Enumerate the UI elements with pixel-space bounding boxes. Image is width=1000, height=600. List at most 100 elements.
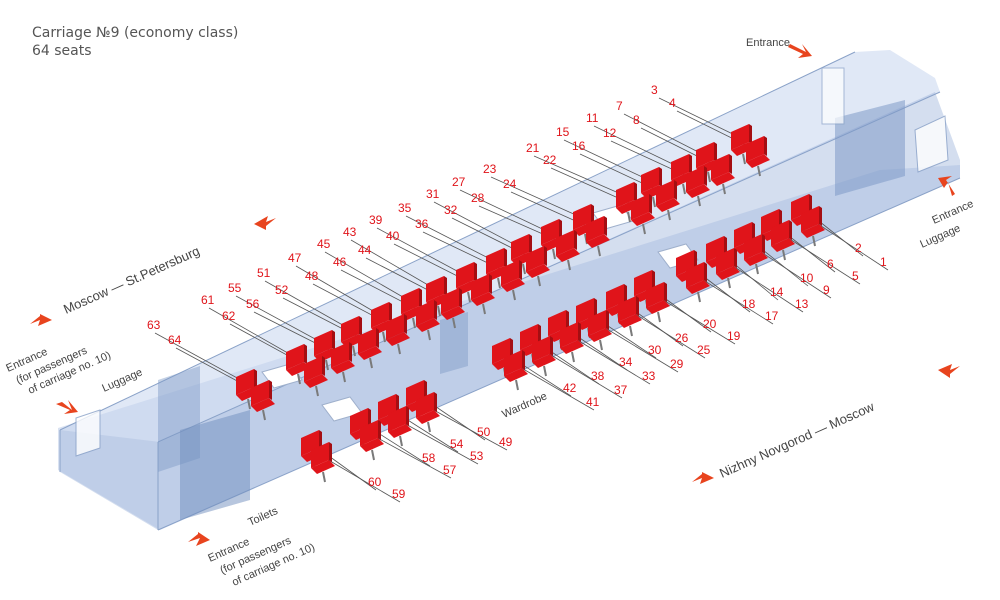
edge-top-front: [157, 91, 941, 443]
seat: [801, 206, 825, 247]
seat-number: 20: [703, 317, 717, 331]
seat-number: 61: [201, 293, 215, 307]
leader-line: [350, 239, 441, 293]
seat-number: 63: [147, 318, 161, 332]
seat: [744, 234, 768, 275]
leader-line: [659, 297, 736, 345]
seat-layer: [236, 124, 825, 483]
leader-line: [573, 337, 651, 385]
leader-line: [563, 139, 656, 184]
seat-number: 3: [651, 83, 658, 97]
seat-number: 33: [642, 369, 656, 383]
leader-line: [517, 365, 595, 411]
seat: [251, 380, 275, 421]
toilets-label: Toilets: [246, 505, 280, 529]
seat-number: 28: [471, 191, 485, 205]
right-end-compartment: [835, 100, 905, 196]
leader-line: [545, 351, 623, 399]
arrow-icon: [788, 44, 812, 58]
seat-number: 51: [257, 266, 271, 280]
leader-line: [533, 155, 631, 199]
seat: [360, 420, 384, 461]
seat-number: 7: [616, 99, 623, 113]
seat-number: 48: [305, 269, 319, 283]
seat-number: 32: [444, 203, 458, 217]
leader-line: [729, 263, 804, 313]
seat-number: 31: [426, 187, 440, 201]
diagram-title: Carriage №9 (economy class): [32, 25, 239, 41]
seat-number: 36: [415, 217, 429, 231]
leader-line: [208, 307, 301, 361]
leader-line: [373, 435, 452, 479]
seat: [656, 180, 680, 221]
seat: [631, 194, 655, 235]
carriage-front-wall: [60, 92, 960, 530]
leader-line: [401, 421, 479, 465]
seat-number: 52: [275, 283, 289, 297]
leader-line: [433, 201, 526, 251]
seat-number: 42: [563, 381, 577, 395]
seat: [331, 342, 355, 383]
leader-line: [295, 265, 386, 319]
seat-number: 46: [333, 255, 347, 269]
seat: [416, 300, 440, 341]
seat-number: 4: [669, 96, 676, 110]
seat-number: 58: [422, 451, 436, 465]
seat-number: 56: [246, 297, 260, 311]
edge-top-back: [59, 51, 856, 431]
luggage-left-label: Luggage: [100, 366, 144, 394]
seat-number: 41: [586, 395, 600, 409]
seat: [560, 322, 584, 363]
left-door: [75, 409, 101, 457]
leader-line: [324, 457, 401, 503]
leader-line: [784, 235, 861, 285]
seat-number: 6: [827, 257, 834, 271]
seat-number: 44: [358, 243, 372, 257]
seat: [746, 136, 770, 177]
seat-number: 40: [386, 229, 400, 243]
seat-number-layer: 3711152123273135394345475155616348121622…: [147, 83, 887, 501]
edge-bottom-front: [157, 177, 961, 531]
leader-line: [376, 227, 471, 279]
seat: [386, 314, 410, 355]
seat-number: 30: [648, 343, 662, 357]
carriage-back-wall: [60, 50, 940, 442]
arrow-icon: [938, 364, 960, 378]
seat-number: 27: [452, 175, 466, 189]
leader-lines: [154, 97, 889, 503]
seat-number: 16: [572, 139, 586, 153]
arrow-icon: [188, 532, 210, 546]
seat-number: 55: [228, 281, 242, 295]
seat-number: 1: [880, 255, 887, 269]
leader-line: [601, 325, 679, 373]
seat: [441, 288, 465, 329]
seat-number: 19: [727, 329, 741, 343]
seat: [586, 216, 610, 257]
seat-number: 59: [392, 487, 406, 501]
seat-number: 62: [222, 309, 236, 323]
seat-number: 35: [398, 201, 412, 215]
arrow-icon: [30, 314, 52, 326]
seat-number: 23: [483, 162, 497, 176]
arrows: [30, 44, 960, 546]
leader-line: [264, 280, 356, 333]
seat: [311, 442, 335, 483]
seat-number: 9: [823, 283, 830, 297]
seat: [686, 166, 710, 207]
seat: [556, 230, 580, 271]
leader-line: [490, 176, 588, 221]
leader-line: [631, 311, 706, 359]
seat-number: 53: [470, 449, 484, 463]
seat: [771, 220, 795, 261]
seat: [532, 336, 556, 377]
seat: [358, 328, 382, 369]
entrance-right-label: Entrance: [930, 198, 975, 227]
seat-number: 43: [343, 225, 357, 239]
seat: [504, 350, 528, 391]
seat: [588, 310, 612, 351]
seat-number: 2: [855, 241, 862, 255]
leader-line: [757, 249, 832, 299]
seat-number: 12: [603, 126, 617, 140]
seat-number: 13: [795, 297, 809, 311]
